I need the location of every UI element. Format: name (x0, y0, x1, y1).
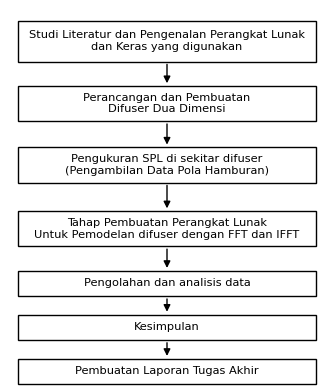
Text: Pengukuran SPL di sekitar difuser
(Pengambilan Data Pola Hamburan): Pengukuran SPL di sekitar difuser (Penga… (65, 154, 269, 176)
Bar (18, 211, 316, 246)
Text: Pengolahan dan analisis data: Pengolahan dan analisis data (84, 278, 250, 289)
Text: Studi Literatur dan Pengenalan Perangkat Lunak
dan Keras yang digunakan: Studi Literatur dan Pengenalan Perangkat… (29, 30, 305, 52)
Bar (18, 359, 316, 384)
Text: Tahap Pembuatan Perangkat Lunak
Untuk Pemodelan difuser dengan FFT dan IFFT: Tahap Pembuatan Perangkat Lunak Untuk Pe… (34, 218, 300, 240)
Bar (18, 314, 316, 340)
Bar (18, 86, 316, 121)
Text: Pembuatan Laporan Tugas Akhir: Pembuatan Laporan Tugas Akhir (75, 366, 259, 377)
Bar (18, 20, 316, 61)
Bar (18, 147, 316, 183)
Text: Perancangan dan Pembuatan
Difuser Dua Dimensi: Perancangan dan Pembuatan Difuser Dua Di… (84, 93, 250, 115)
Text: Kesimpulan: Kesimpulan (134, 322, 200, 332)
Bar (18, 271, 316, 296)
